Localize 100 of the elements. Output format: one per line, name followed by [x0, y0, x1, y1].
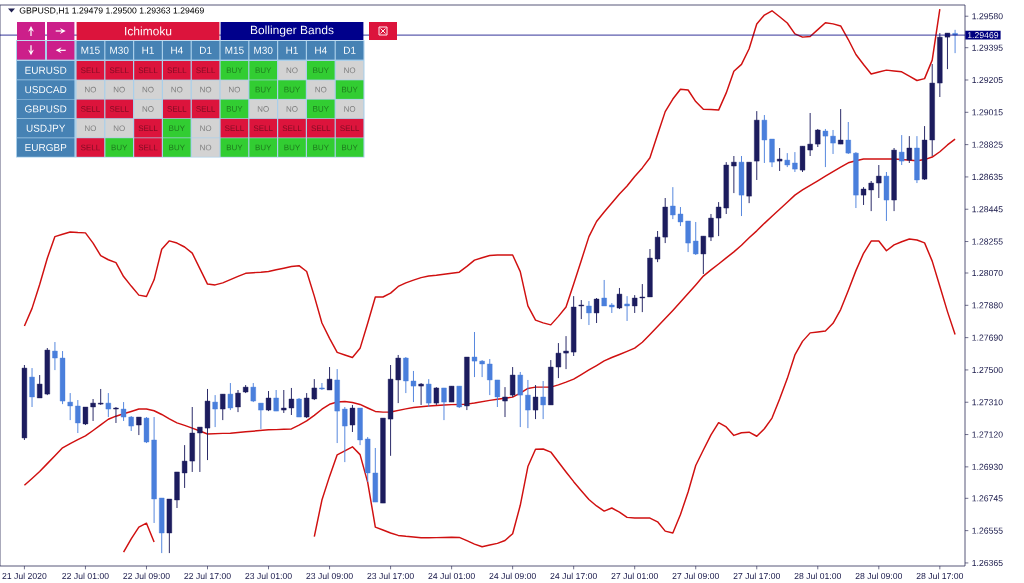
text: SELL	[167, 106, 187, 112]
candlestick	[776, 147, 783, 172]
text: NO	[315, 86, 327, 93]
y-tick-label: 1.29205	[972, 76, 1003, 84]
category-label: H1	[142, 46, 154, 54]
category-label: H1	[286, 46, 298, 54]
candlestick	[326, 366, 333, 391]
text: BUY	[255, 86, 272, 93]
text: NO	[85, 125, 97, 132]
candlestick	[525, 379, 531, 429]
y-tick-label: 1.27120	[972, 431, 1003, 438]
y-tick-label: 1.29395	[972, 44, 1003, 51]
text: BUY	[284, 86, 301, 93]
candlestick	[75, 399, 81, 434]
y-tick-label: 1.29580	[972, 13, 1003, 20]
y-tick-label: 1.27310	[972, 399, 1003, 406]
text: SELL	[282, 125, 302, 132]
category-label: H4	[315, 46, 327, 54]
x-tick-label: 28 Jul 01:00	[794, 572, 842, 580]
y-tick-label: 1.29015	[972, 109, 1003, 116]
y-tick-label: 1.26745	[972, 495, 1003, 502]
category-label: M15	[225, 46, 244, 54]
candlestick	[708, 213, 714, 242]
x-tick-label: 23 Jul 17:00	[367, 572, 414, 580]
text: NO	[286, 67, 298, 74]
candlestick	[769, 138, 775, 168]
x-tick-label: 22 Jul 17:00	[184, 572, 231, 580]
category-label: H4	[171, 46, 183, 54]
text: BUY	[313, 67, 329, 74]
text: BUY	[255, 67, 272, 74]
candlestick	[342, 406, 348, 463]
candlestick	[792, 151, 798, 173]
candlestick	[426, 378, 432, 408]
text: BUY	[342, 144, 358, 151]
text: BUY	[284, 144, 301, 151]
candlestick	[441, 387, 447, 421]
text: NO	[113, 125, 125, 132]
y-tick-label: 1.26555	[972, 527, 1003, 534]
x-tick-label: 23 Jul 01:00	[245, 572, 292, 580]
text: BUY	[169, 125, 185, 132]
y-tick-label: 1.28445	[972, 206, 1003, 213]
text: NO	[171, 86, 183, 93]
candlestick	[105, 392, 111, 418]
text: SELL	[253, 125, 273, 132]
text: SELL	[196, 106, 216, 112]
text: SELL	[340, 125, 360, 132]
category-label: EURUSD	[25, 66, 67, 74]
candlestick	[502, 386, 508, 418]
text: SELL	[311, 125, 331, 132]
x-tick-label: 21 Jul 2020	[2, 572, 47, 580]
category-label: D1	[200, 46, 212, 54]
text: NO	[113, 86, 125, 93]
category-label: D1	[344, 46, 356, 54]
candlestick	[227, 382, 234, 411]
candlestick	[838, 108, 844, 145]
x-tick-label: 24 Jul 01:00	[428, 572, 475, 580]
candlestick	[540, 380, 546, 420]
category-label: M30	[254, 46, 273, 54]
text: SELL	[167, 67, 187, 74]
category-label: USDJPY	[26, 124, 66, 132]
y-tick-label: 1.28635	[972, 173, 1003, 180]
text: NO	[286, 106, 298, 112]
candlestick	[693, 221, 699, 256]
x-tick-label: 24 Jul 09:00	[489, 572, 536, 580]
text: NO	[344, 67, 356, 74]
text: BUY	[342, 86, 358, 93]
candlestick	[883, 171, 890, 222]
category-label: M15	[81, 46, 100, 54]
text: NO	[200, 86, 212, 93]
candlestick	[624, 295, 630, 322]
x-tick-label: 27 Jul 17:00	[733, 572, 780, 580]
text: BUY	[226, 144, 243, 151]
candlestick	[876, 164, 882, 199]
candlestick	[761, 114, 768, 164]
candlestick	[319, 382, 325, 391]
x-tick-label: 27 Jul 09:00	[672, 572, 719, 580]
text: NO	[257, 106, 269, 112]
text: NO	[200, 125, 212, 132]
candlestick	[586, 300, 592, 326]
candlestick	[29, 367, 35, 408]
y-tick-label: 1.26930	[972, 463, 1003, 470]
y-tick-label: 1.27690	[972, 334, 1003, 341]
y-tick-label: 1.26365	[972, 559, 1003, 567]
text: SELL	[196, 67, 216, 74]
text: BUY	[226, 67, 243, 74]
text: SELL	[109, 67, 129, 74]
candlestick	[258, 402, 264, 430]
text: SELL	[80, 67, 100, 74]
text: SELL	[224, 125, 244, 132]
y-tick-label: 1.28070	[972, 269, 1003, 277]
candlestick	[906, 135, 912, 164]
candlestick	[273, 389, 279, 412]
chart-title: GBPUSD,H1 1.29479 1.29500 1.29363 1.29469	[19, 7, 204, 15]
y-tick-label: 1.28825	[972, 141, 1003, 148]
text: BUY	[313, 106, 329, 112]
y-tick-label: 1.27500	[972, 366, 1003, 373]
candlestick	[136, 416, 142, 436]
candlestick	[899, 134, 905, 166]
y-tick-label: 1.27880	[972, 302, 1003, 309]
text: NO	[344, 106, 356, 112]
